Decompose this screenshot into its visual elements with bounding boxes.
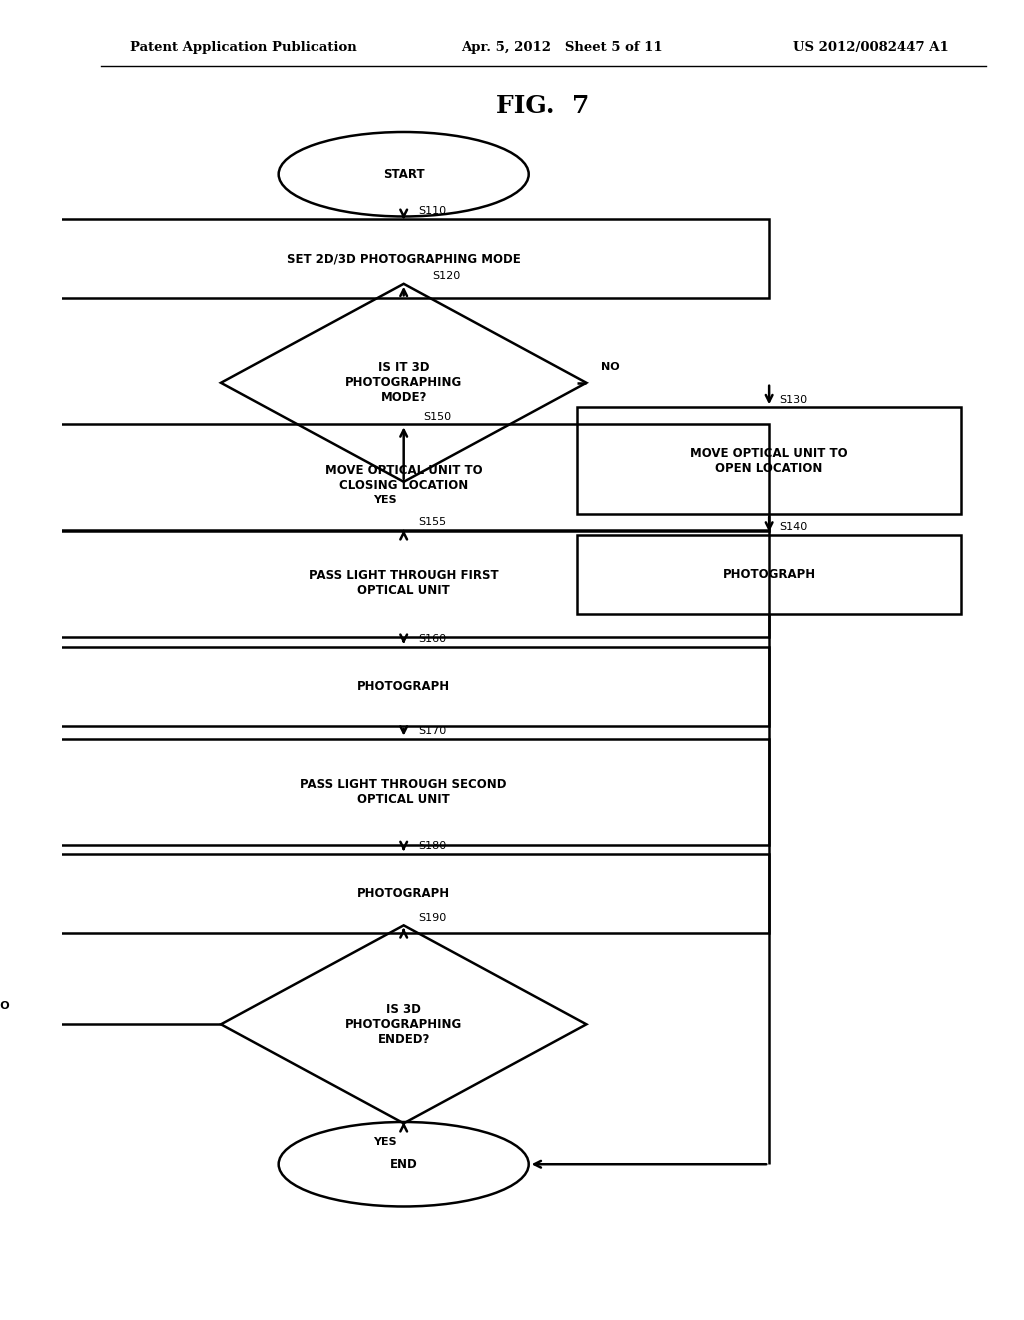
- Text: S190: S190: [418, 912, 446, 923]
- Text: Patent Application Publication: Patent Application Publication: [130, 41, 356, 54]
- Text: FIG.  7: FIG. 7: [497, 94, 590, 117]
- Text: PHOTOGRAPH: PHOTOGRAPH: [723, 568, 816, 581]
- Text: PASS LIGHT THROUGH SECOND
OPTICAL UNIT: PASS LIGHT THROUGH SECOND OPTICAL UNIT: [300, 777, 507, 807]
- Text: PHOTOGRAPH: PHOTOGRAPH: [357, 887, 451, 900]
- Text: IS 3D
PHOTOGRAPHING
ENDED?: IS 3D PHOTOGRAPHING ENDED?: [345, 1003, 462, 1045]
- Text: YES: YES: [373, 1137, 396, 1147]
- Text: PHOTOGRAPH: PHOTOGRAPH: [357, 680, 451, 693]
- Text: YES: YES: [373, 495, 396, 506]
- Text: NO: NO: [0, 1001, 9, 1011]
- Text: Apr. 5, 2012   Sheet 5 of 11: Apr. 5, 2012 Sheet 5 of 11: [462, 41, 663, 54]
- Text: PASS LIGHT THROUGH FIRST
OPTICAL UNIT: PASS LIGHT THROUGH FIRST OPTICAL UNIT: [309, 569, 499, 598]
- Text: END: END: [390, 1158, 418, 1171]
- Text: S180: S180: [418, 841, 446, 851]
- Text: S155: S155: [418, 517, 446, 527]
- Text: NO: NO: [601, 362, 620, 372]
- Text: US 2012/0082447 A1: US 2012/0082447 A1: [794, 41, 949, 54]
- Text: S160: S160: [418, 634, 446, 644]
- Text: SET 2D/3D PHOTOGRAPHING MODE: SET 2D/3D PHOTOGRAPHING MODE: [287, 252, 520, 265]
- Text: S120: S120: [432, 271, 461, 281]
- Text: S150: S150: [423, 412, 451, 422]
- Text: MOVE OPTICAL UNIT TO
OPEN LOCATION: MOVE OPTICAL UNIT TO OPEN LOCATION: [690, 446, 848, 475]
- Text: S110: S110: [418, 206, 446, 216]
- Text: START: START: [383, 168, 425, 181]
- Text: S170: S170: [418, 726, 446, 737]
- Text: S130: S130: [779, 395, 807, 404]
- Text: MOVE OPTICAL UNIT TO
CLOSING LOCATION: MOVE OPTICAL UNIT TO CLOSING LOCATION: [325, 463, 482, 492]
- Text: S140: S140: [779, 521, 807, 532]
- Text: IS IT 3D
PHOTOGRAPHING
MODE?: IS IT 3D PHOTOGRAPHING MODE?: [345, 362, 462, 404]
